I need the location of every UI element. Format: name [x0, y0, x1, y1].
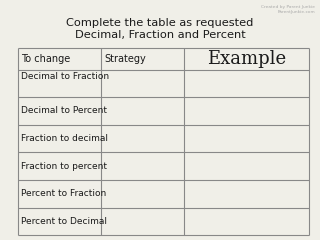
Text: Created by Parent Junkie: Created by Parent Junkie [261, 5, 315, 9]
Text: Fraction to decimal: Fraction to decimal [21, 134, 108, 143]
Text: Decimal to Percent: Decimal to Percent [21, 107, 108, 115]
Text: To change: To change [21, 54, 71, 64]
Text: Example: Example [207, 50, 286, 68]
Text: Complete the table as requested: Complete the table as requested [66, 18, 254, 28]
Text: ParentJunkie.com: ParentJunkie.com [277, 10, 315, 14]
Text: Fraction to percent: Fraction to percent [21, 162, 108, 171]
Text: Decimal to Fraction: Decimal to Fraction [21, 72, 109, 81]
Text: Strategy: Strategy [104, 54, 146, 64]
Text: Percent to Fraction: Percent to Fraction [21, 189, 107, 198]
Text: Decimal, Fraction and Percent: Decimal, Fraction and Percent [75, 30, 245, 40]
Text: Percent to Decimal: Percent to Decimal [21, 217, 108, 226]
